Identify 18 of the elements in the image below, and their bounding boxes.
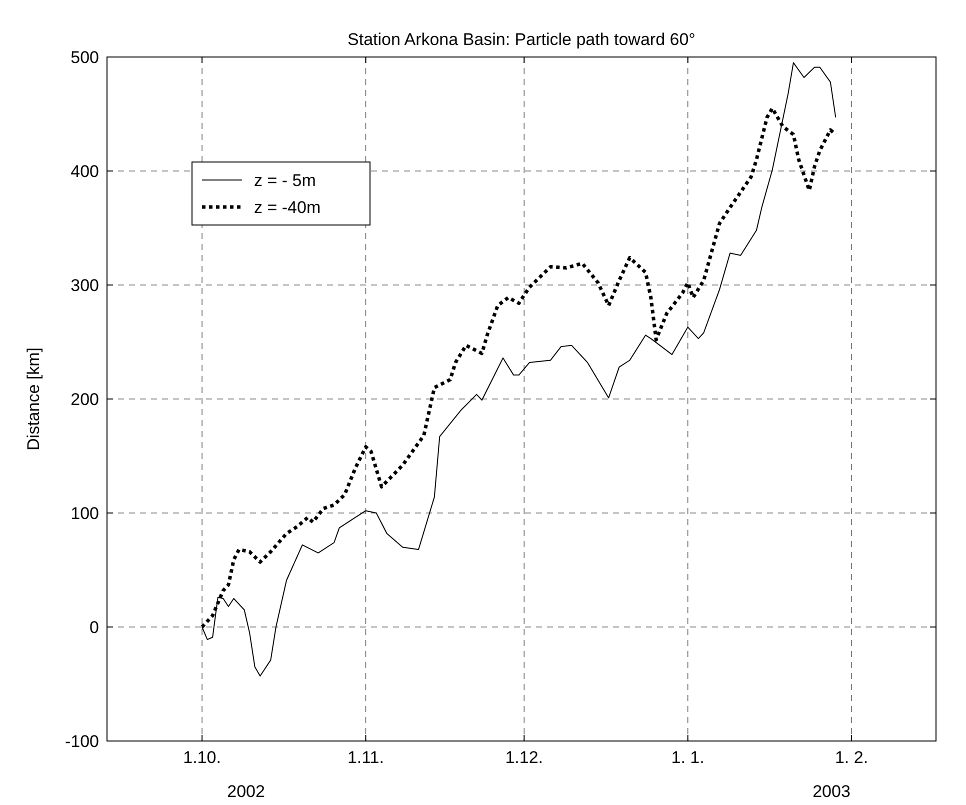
legend-label: z = - 5m xyxy=(254,171,316,190)
x-tick-label: 1.10. xyxy=(183,748,221,767)
y-tick-label: 100 xyxy=(70,504,99,523)
text: 2003 xyxy=(812,782,850,801)
y-tick-label: 200 xyxy=(70,390,99,409)
y-axis-title: Distance [km] xyxy=(24,348,43,450)
x-tick-label: 1. 2. xyxy=(834,748,868,767)
y-tick-label: -100 xyxy=(64,732,99,751)
y-tick-label: 500 xyxy=(70,48,99,67)
x-tick-label: 1.12. xyxy=(505,748,544,767)
x-tick-label: 1. 1. xyxy=(671,748,704,767)
y-tick-label: 400 xyxy=(70,162,99,181)
legend-label: z = -40m xyxy=(254,198,321,217)
x-tick-label: 1.11. xyxy=(347,748,384,767)
text: 2002 xyxy=(227,782,265,801)
y-tick-label: 300 xyxy=(70,276,99,295)
y-tick-label: 0 xyxy=(90,618,99,637)
chart-title: Station Arkona Basin: Particle path toward 60° xyxy=(348,30,696,49)
